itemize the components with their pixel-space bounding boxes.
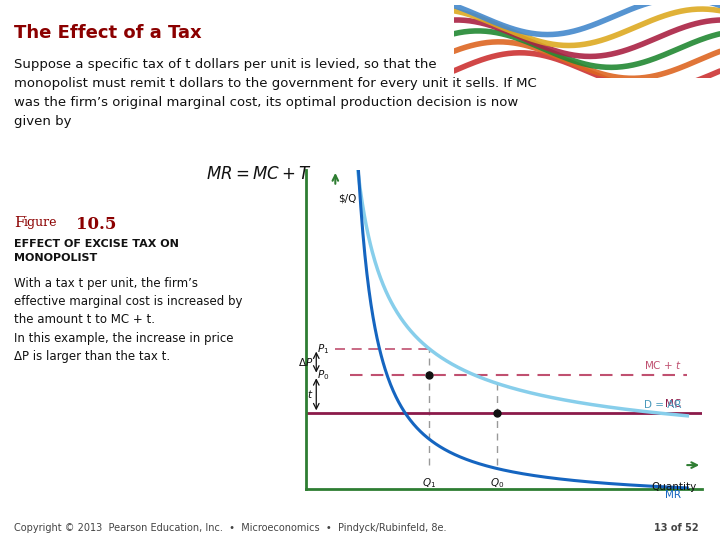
Text: $P_1$: $P_1$	[318, 342, 330, 356]
Text: $Q_1$: $Q_1$	[422, 476, 436, 490]
Text: igure: igure	[24, 216, 58, 229]
Text: MR: MR	[665, 490, 681, 500]
Text: $MR = MC + T$: $MR = MC + T$	[206, 166, 312, 183]
Text: $P_0$: $P_0$	[317, 368, 330, 382]
Text: D = AR: D = AR	[644, 400, 681, 410]
Text: $t$: $t$	[307, 388, 313, 400]
Text: The Effect of a Tax: The Effect of a Tax	[14, 24, 202, 42]
Text: EFFECT OF EXCISE TAX ON
MONOPOLIST: EFFECT OF EXCISE TAX ON MONOPOLIST	[14, 239, 179, 262]
Text: Suppose a specific tax of t dollars per unit is levied, so that the
monopolist m: Suppose a specific tax of t dollars per …	[14, 58, 537, 128]
Text: With a tax t per unit, the firm’s
effective marginal cost is increased by
the am: With a tax t per unit, the firm’s effect…	[14, 277, 243, 326]
Text: 13 of 52: 13 of 52	[654, 523, 698, 533]
Text: Quantity: Quantity	[651, 482, 696, 491]
Text: $/Q: $/Q	[338, 194, 356, 204]
Text: 10.5: 10.5	[76, 216, 116, 233]
Text: Copyright © 2013  Pearson Education, Inc.  •  Microeconomics  •  Pindyck/Rubinfe: Copyright © 2013 Pearson Education, Inc.…	[14, 523, 447, 533]
Text: $Q_0$: $Q_0$	[490, 476, 504, 490]
Text: In this example, the increase in price
ΔP is larger than the tax t.: In this example, the increase in price Δ…	[14, 332, 234, 363]
Text: $\Delta P$: $\Delta P$	[298, 356, 313, 368]
Text: MC + $t$: MC + $t$	[644, 359, 681, 371]
Text: F: F	[14, 216, 25, 230]
Text: MC: MC	[665, 399, 681, 409]
